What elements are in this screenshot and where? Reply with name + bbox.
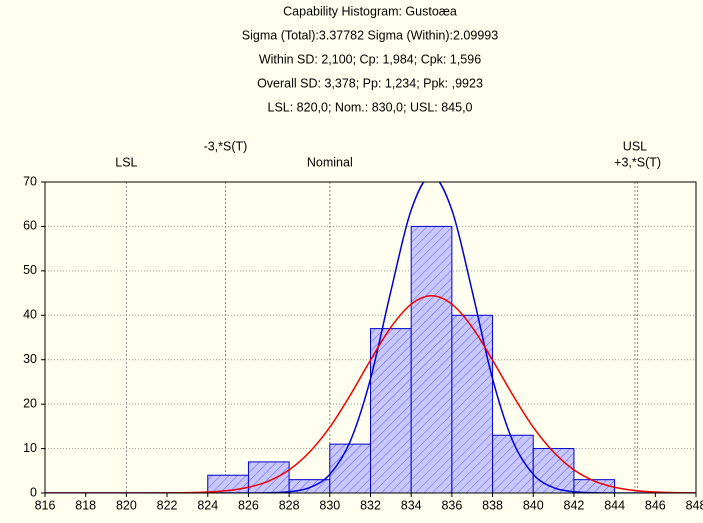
reference-label: -3,*S(T) <box>204 139 248 153</box>
y-tick-label: 40 <box>23 308 37 322</box>
reference-label: USL <box>623 139 647 153</box>
y-tick-label: 0 <box>30 485 37 499</box>
x-tick-label: 836 <box>441 498 462 512</box>
y-tick-label: 60 <box>23 219 37 233</box>
x-tick-label: 828 <box>279 498 300 512</box>
reference-label: Nominal <box>307 155 353 169</box>
y-tick-label: 50 <box>23 263 37 277</box>
bar <box>492 434 534 494</box>
plot-frame <box>44 181 697 494</box>
x-tick-label: 826 <box>238 498 259 512</box>
bar <box>410 225 453 494</box>
x-tick-label: 844 <box>604 498 625 512</box>
bar <box>451 314 494 494</box>
y-tick-label: 30 <box>23 352 37 366</box>
reference-label: LSL <box>115 155 137 169</box>
x-tick-label: 838 <box>482 498 503 512</box>
chart-title: Capability Histogram: Gustoæa <box>283 4 457 18</box>
x-tick-label: 848 <box>686 498 703 512</box>
subtitle-line: Sigma (Total):3.37782 Sigma (Within):2.0… <box>242 28 498 42</box>
bar <box>532 448 575 494</box>
x-tick-label: 846 <box>645 498 666 512</box>
subtitle-line: Within SD: 2,100; Cp: 1,984; Cpk: 1,596 <box>259 52 481 66</box>
reference-label: +3,*S(T) <box>614 155 661 169</box>
x-tick-label: 816 <box>35 498 56 512</box>
bar <box>329 443 371 494</box>
y-tick-label: 20 <box>23 396 37 410</box>
x-tick-label: 820 <box>116 498 137 512</box>
bar <box>247 461 290 494</box>
x-tick-label: 818 <box>75 498 96 512</box>
x-tick-label: 824 <box>197 498 218 512</box>
y-tick-label: 10 <box>23 441 37 455</box>
y-tick-label: 70 <box>23 174 37 188</box>
subtitle-line: Overall SD: 3,378; Pp: 1,234; Ppk: ,9923 <box>257 76 483 90</box>
x-tick-label: 832 <box>360 498 381 512</box>
x-tick-label: 830 <box>319 498 340 512</box>
x-tick-label: 834 <box>401 498 422 512</box>
x-tick-label: 822 <box>157 498 178 512</box>
x-tick-label: 842 <box>564 498 585 512</box>
subtitle-line: LSL: 820,0; Nom.: 830,0; USL: 845,0 <box>268 100 473 114</box>
x-tick-label: 840 <box>523 498 544 512</box>
